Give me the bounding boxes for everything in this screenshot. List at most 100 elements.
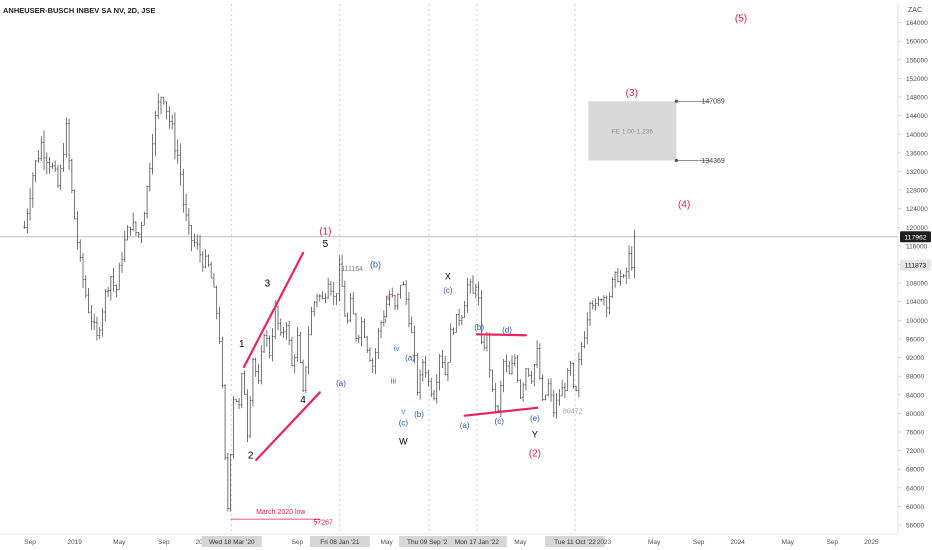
y-tick-label: 136000	[906, 150, 928, 157]
y-tick-label: 96000	[906, 336, 924, 343]
wave-label: iv	[394, 344, 400, 353]
y-tick-label: 60000	[906, 504, 924, 511]
y-tick-label: 76000	[906, 429, 924, 436]
wave-label: March 2020 low	[256, 509, 306, 516]
wave-label: v	[401, 407, 405, 416]
fib-level-dot	[674, 158, 678, 163]
x-tick-label: May	[113, 539, 126, 546]
secondary-price-tag	[900, 259, 931, 271]
y-tick-label: 160000	[906, 39, 928, 46]
x-highlight-tag	[201, 536, 262, 547]
trendline-wedge-upper	[242, 251, 305, 368]
wave-label: (c)	[399, 418, 409, 427]
fib-box-label: FE 1.00-1.236	[612, 128, 654, 135]
x-tick-label: Sep	[292, 539, 304, 546]
wave-label: 80472	[563, 409, 583, 416]
last-price-tag	[900, 231, 931, 243]
wave-label: 2	[248, 451, 254, 462]
trendline-triangle-lower	[463, 406, 539, 417]
x-tick-label: Sep	[693, 539, 705, 546]
wave-label: (1)	[319, 227, 331, 238]
chart-title: ANHEUSER-BUSCH INBEV SA NV, 2D, JSE	[3, 6, 155, 15]
wave-label: (a)	[336, 379, 346, 388]
x-tick-label: Sep	[827, 539, 839, 546]
wave-label: iii	[391, 377, 397, 386]
wave-label: (d)	[502, 325, 512, 334]
wave-label: (c)	[443, 286, 453, 295]
wave-label: 4	[300, 395, 306, 406]
wave-label: 3	[265, 279, 271, 290]
wave-label: Y	[532, 429, 538, 439]
wave-label: (b)	[370, 260, 381, 270]
y-tick-label: 128000	[906, 188, 928, 195]
y-tick-label: 104000	[906, 299, 928, 306]
x-highlight-tag	[399, 536, 459, 547]
last-price-tag-label: 117962	[904, 234, 926, 241]
wave-label: (c)	[495, 417, 505, 426]
y-tick-label: 156000	[906, 57, 928, 64]
y-tick-label: 148000	[906, 95, 928, 102]
y-tick-label: 88000	[906, 374, 924, 381]
wave-label: 57267	[313, 520, 333, 527]
wave-label: (e)	[530, 414, 540, 423]
y-tick-label: 124000	[906, 206, 928, 213]
x-tick-label: May	[381, 539, 394, 546]
x-tick-label: 2023	[597, 539, 612, 546]
y-tick-label: 64000	[906, 485, 924, 492]
y-tick-label: 56000	[906, 523, 924, 530]
x-tick-label: Thu 09 Sep '21	[407, 539, 451, 546]
x-tick-label: Tue 11 Oct '22	[554, 539, 596, 546]
currency-label: ZAC	[908, 7, 922, 14]
y-tick-label: 152000	[906, 76, 928, 83]
wave-label: 5	[323, 239, 329, 250]
fib-extension-box	[588, 101, 677, 161]
y-tick-label: 108000	[906, 281, 928, 288]
wave-label: ii	[387, 293, 391, 302]
x-tick-label: May	[514, 539, 527, 546]
y-tick-label: 68000	[906, 467, 924, 474]
y-tick-label: 100000	[906, 318, 928, 325]
wave-label: 1	[239, 339, 245, 350]
wave-label: i	[385, 316, 387, 325]
y-tick-label: 120000	[906, 225, 928, 232]
y-tick-label: 84000	[906, 392, 924, 399]
x-tick-label: Sep	[158, 539, 170, 546]
x-tick-label: May	[648, 539, 661, 546]
x-highlight-tag	[309, 536, 370, 547]
x-highlight-tag	[545, 536, 605, 547]
wave-label: X	[445, 271, 451, 281]
wave-label: (5)	[735, 13, 747, 24]
y-tick-label: 164000	[906, 20, 928, 27]
y-tick-label: 132000	[906, 169, 928, 176]
y-tick-label: 140000	[906, 132, 928, 139]
x-tick-label: 2025	[864, 539, 879, 546]
x-tick-label: Wed 18 Mar '20	[209, 539, 255, 546]
x-tick-label: 2019	[67, 539, 82, 546]
x-tick-label: 2024	[730, 539, 745, 546]
x-tick-label: May	[782, 539, 795, 546]
x-tick-label: Fri 08 Jan '21	[320, 539, 360, 546]
wave-label: (a)	[460, 421, 470, 430]
wave-label: (b)	[474, 323, 484, 332]
fib-level-dot	[674, 99, 678, 103]
x-tick-label: Sep	[24, 539, 36, 546]
y-tick-label: 80000	[906, 411, 924, 418]
wave-label: (3)	[626, 88, 638, 99]
y-tick-label: 92000	[906, 355, 924, 362]
wave-label: W	[399, 436, 408, 446]
y-tick-label: 144000	[906, 113, 928, 120]
wave-label: 111164	[341, 266, 363, 273]
wave-label: (2)	[529, 448, 541, 459]
wave-label: (4)	[678, 200, 690, 211]
x-highlight-tag	[447, 536, 507, 547]
wave-label: (a)	[405, 353, 415, 362]
wave-label: 134369	[701, 158, 724, 165]
wave-label: 147089	[701, 99, 724, 106]
secondary-price-tag-label: 111873	[905, 263, 927, 270]
x-tick-label: Mon 17 Jan '22	[455, 539, 500, 546]
trendline-triangle-upper	[475, 333, 528, 337]
y-tick-label: 72000	[906, 448, 924, 455]
